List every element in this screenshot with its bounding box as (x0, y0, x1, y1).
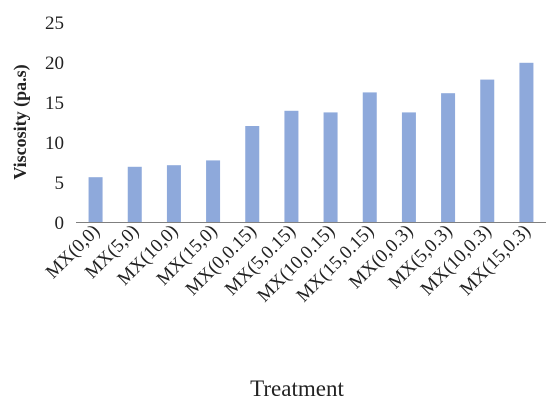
y-tick-label: 25 (45, 13, 64, 34)
bar (284, 110, 299, 222)
y-tick-label: 10 (45, 133, 64, 154)
y-axis-title: Viscosity (pa.s) (10, 64, 31, 179)
x-axis-title: Treatment (250, 376, 344, 401)
bar (206, 160, 221, 222)
bar (323, 112, 338, 222)
y-tick-label: 0 (55, 213, 65, 234)
bar (480, 79, 495, 222)
bar (245, 126, 260, 222)
bar (88, 177, 103, 222)
x-axis-tick-labels: MX(0,0)MX(5,0)MX(10,0)MX(15,0)MX(0,0.15)… (42, 221, 535, 307)
bar (166, 165, 181, 222)
bar (362, 92, 377, 223)
y-axis-ticks: 0 5 10 15 20 25 (45, 13, 64, 234)
y-tick-label: 5 (55, 173, 65, 194)
y-tick-label: 20 (45, 53, 64, 74)
y-tick-label: 15 (45, 93, 64, 114)
bars (88, 62, 534, 223)
bar (401, 112, 416, 222)
bar (127, 166, 142, 222)
bar (441, 93, 456, 222)
bar (519, 62, 534, 222)
